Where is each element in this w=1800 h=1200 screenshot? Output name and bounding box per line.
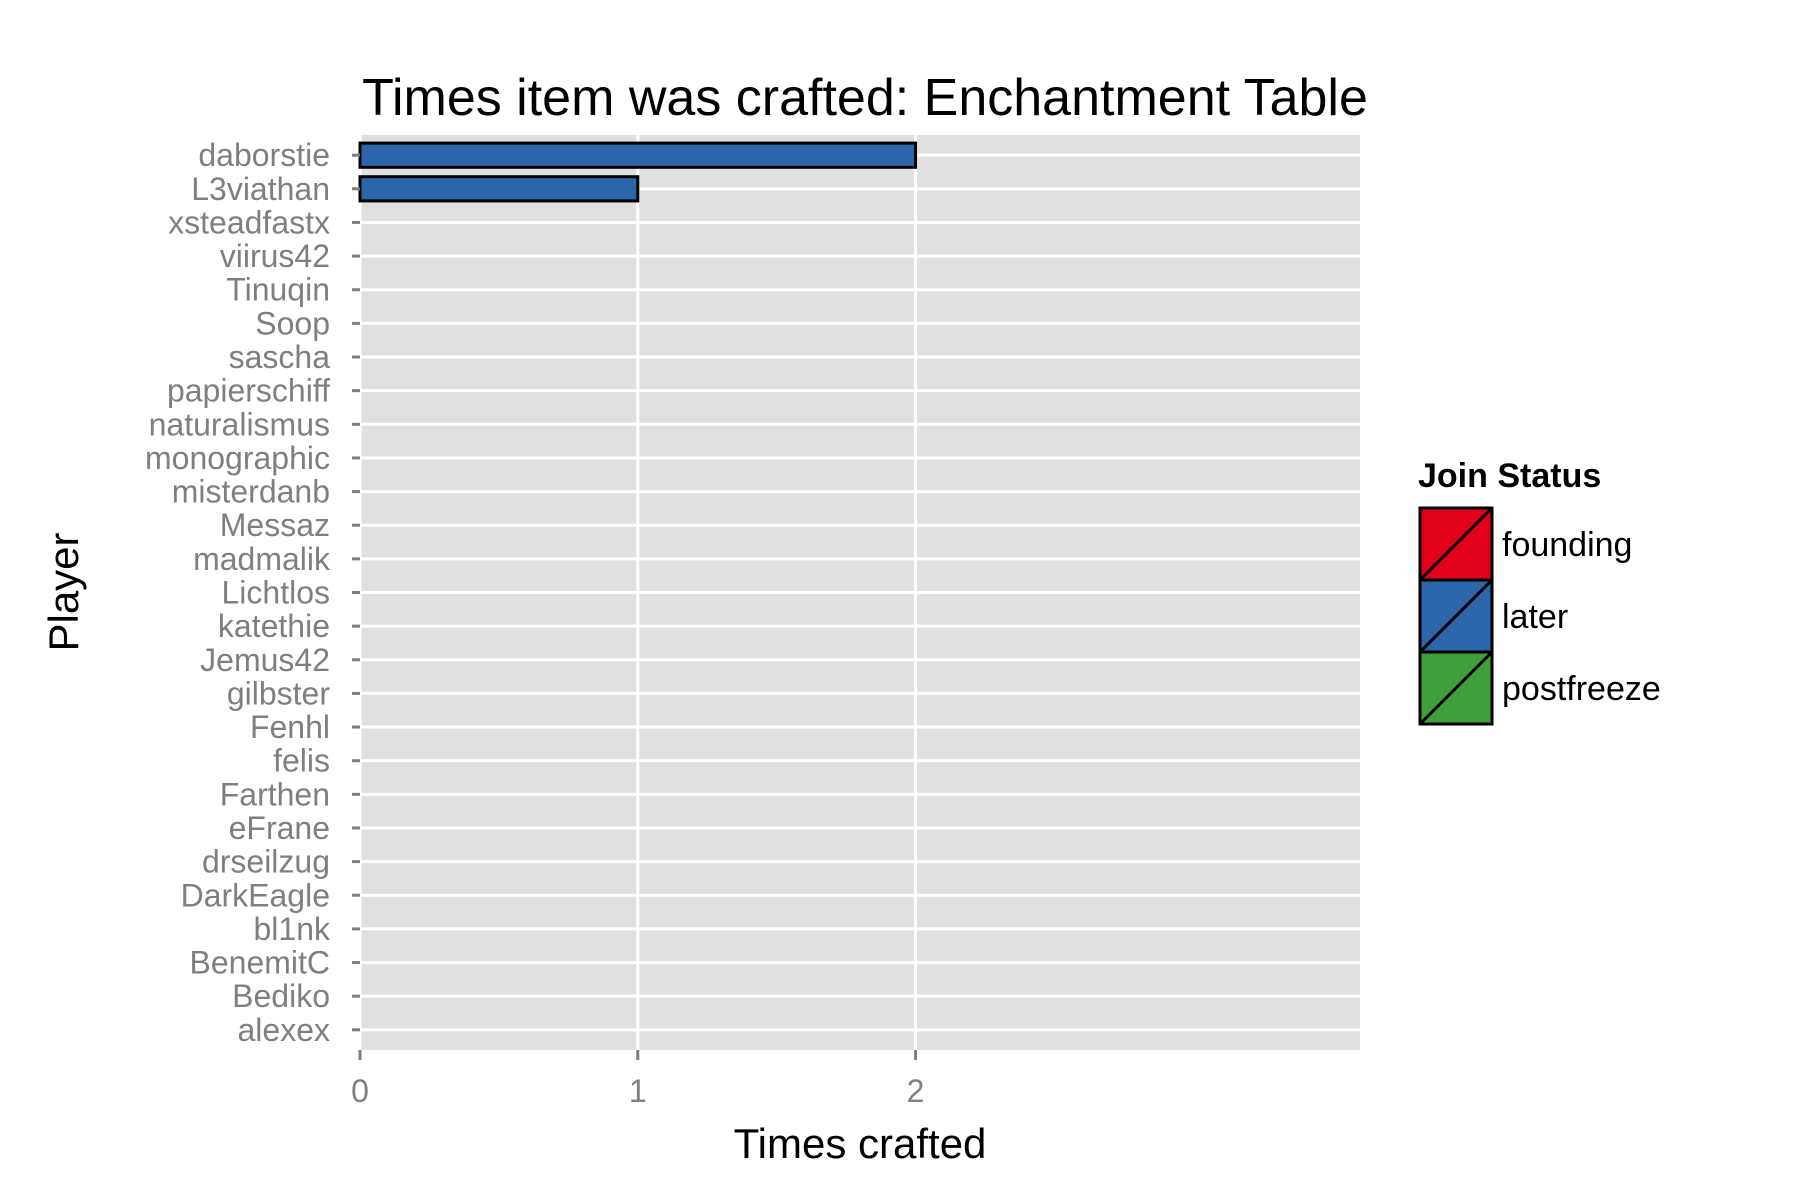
y-tick-label: Jemus42 (200, 642, 330, 678)
gridlines (358, 135, 1360, 1050)
y-tick-label: Messaz (220, 507, 330, 543)
chart-title: Times item was crafted: Enchantment Tabl… (362, 69, 1368, 127)
y-tick-label: naturalismus (149, 406, 330, 442)
x-tick-label: 0 (351, 1073, 369, 1109)
y-tick-label: Tinuqin (226, 272, 330, 308)
y-tick-label: gilbster (227, 675, 331, 711)
bars (358, 141, 918, 203)
y-tick-label: felis (273, 743, 330, 779)
x-axis-ticks: 0 1 2 (351, 1050, 924, 1109)
y-tick-label: katethie (218, 608, 330, 644)
y-tick-label: papierschiff (167, 373, 330, 409)
y-tick-label: BenemitC (190, 945, 331, 981)
y-tick-label: DarkEagle (181, 877, 330, 913)
y-tick-label: bl1nk (254, 911, 332, 947)
legend-key-slash (1418, 578, 1494, 654)
y-axis-title: Player (40, 532, 87, 651)
y-tick-label: sascha (229, 339, 331, 375)
y-tick-label: madmalik (193, 541, 331, 577)
y-tick-label: Farthen (220, 776, 330, 812)
y-tick-label: Fenhl (250, 709, 330, 745)
y-tick-label: monographic (145, 440, 330, 476)
legend-title: Join Status (1418, 457, 1601, 495)
legend-key-slash (1418, 506, 1494, 582)
y-tick-label: alexex (238, 1012, 331, 1048)
legend: Join Status founding later postfreeze (1418, 457, 1661, 726)
legend-label-postfreeze: postfreeze (1502, 670, 1661, 708)
y-tick-label: Soop (255, 305, 330, 341)
x-axis-title: Times crafted (734, 1120, 987, 1167)
y-tick-label: eFrane (229, 810, 330, 846)
bar-L3viathan (358, 175, 640, 203)
bar-daborstie (358, 141, 918, 169)
y-tick-label: xsteadfastx (168, 204, 330, 240)
legend-label-founding: founding (1502, 526, 1632, 564)
y-axis-categories: daborstieL3viathanxsteadfastxviirus42Tin… (145, 137, 360, 1048)
y-tick-label: drseilzug (202, 844, 330, 880)
y-tick-label: L3viathan (191, 171, 330, 207)
x-tick-label: 2 (907, 1073, 925, 1109)
y-tick-label: Bediko (232, 978, 330, 1014)
y-tick-label: viirus42 (220, 238, 330, 274)
legend-label-later: later (1502, 598, 1568, 636)
x-tick-label: 1 (629, 1073, 647, 1109)
y-tick-label: daborstie (198, 137, 330, 173)
y-tick-label: misterdanb (172, 474, 330, 510)
legend-key-slash (1418, 650, 1494, 726)
y-tick-label: Lichtlos (222, 575, 331, 611)
